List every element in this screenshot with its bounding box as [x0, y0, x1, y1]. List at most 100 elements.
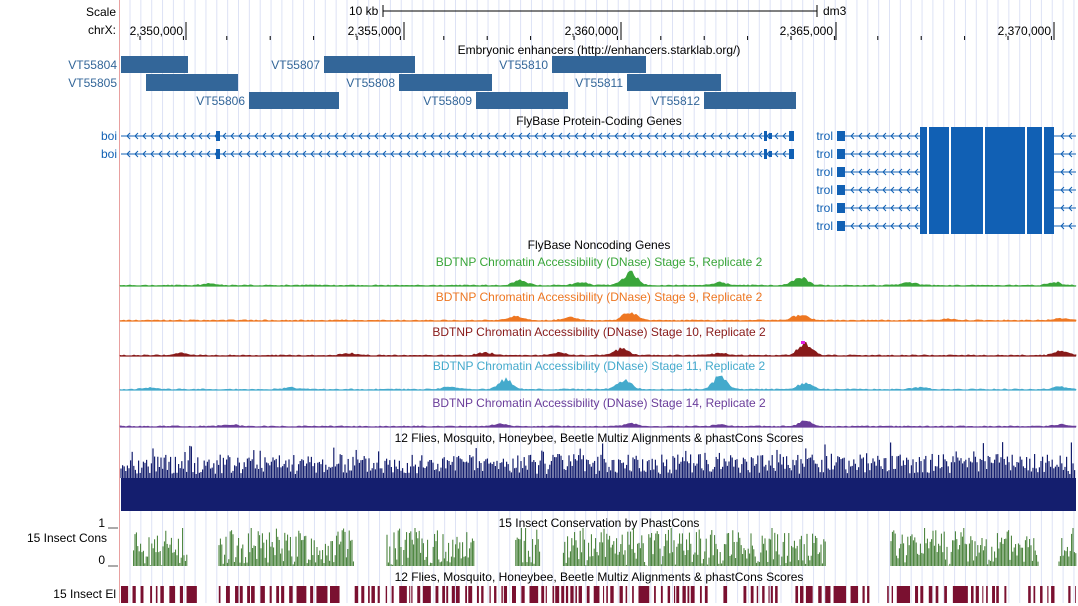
- strand-arrow: [718, 150, 723, 158]
- strand-arrow: [1068, 168, 1073, 176]
- flybase-coding-track[interactable]: FlyBase Protein-Coding Genes boi boi trol t…: [101, 114, 1076, 234]
- strand-arrow: [742, 132, 747, 140]
- strand-arrow: [858, 168, 863, 176]
- conserved-element: [750, 586, 754, 603]
- enhancer-label: VT55804: [68, 58, 117, 72]
- conserved-element: [952, 586, 968, 603]
- strand-arrow: [574, 150, 579, 158]
- conserved-element: [455, 586, 460, 603]
- strand-arrow: [294, 132, 299, 140]
- strand-arrow: [734, 150, 739, 158]
- conserved-element: [1051, 586, 1055, 603]
- conserved-element: [316, 586, 328, 603]
- strand-arrow: [582, 132, 587, 140]
- conserved-element: [435, 586, 439, 603]
- strand-arrow: [398, 150, 403, 158]
- strand-arrow: [158, 132, 163, 140]
- strand-arrow: [678, 150, 683, 158]
- conserved-element: [743, 586, 747, 603]
- track-title: Embryonic enhancers (http://enhancers.st…: [458, 43, 741, 57]
- conserved-element: [368, 586, 370, 603]
- strand-arrow: [558, 150, 563, 158]
- strand-arrow: [334, 132, 339, 140]
- strand-arrow: [890, 204, 895, 212]
- strand-arrow: [566, 150, 571, 158]
- strand-arrow: [478, 132, 483, 140]
- strand-arrow: [758, 150, 763, 158]
- dnase-tracks[interactable]: BDTNP Chromatin Accessibility (DNase) St…: [119, 255, 1077, 428]
- strand-arrow: [1060, 186, 1065, 194]
- conserved-element: [619, 586, 623, 603]
- conserved-element: [920, 586, 924, 603]
- strand-arrow: [366, 132, 371, 140]
- strand-arrow: [358, 132, 363, 140]
- strand-arrow: [638, 132, 643, 140]
- strand-arrow: [454, 150, 459, 158]
- strand-arrow: [858, 186, 863, 194]
- strand-arrow: [898, 204, 903, 212]
- gene-label: trol: [816, 129, 833, 143]
- gene-label: trol: [816, 165, 833, 179]
- strand-arrow: [750, 132, 755, 140]
- conserved-element: [417, 586, 421, 603]
- strand-arrow: [526, 132, 531, 140]
- strand-arrow: [382, 150, 387, 158]
- strand-arrow: [874, 204, 879, 212]
- strand-arrow: [534, 150, 539, 158]
- conserved-element: [354, 586, 359, 603]
- conserved-element: [179, 586, 183, 603]
- conserved-element: [269, 586, 272, 603]
- strand-arrow: [174, 132, 179, 140]
- axis-min-label: 0: [98, 553, 105, 567]
- strand-arrow: [694, 150, 699, 158]
- elements-track[interactable]: 12 Flies, Mosquito, Honeybee, Beetle Mul…: [53, 570, 1076, 603]
- dnase-track: BDTNP Chromatin Accessibility (DNase) St…: [119, 396, 1077, 428]
- multiz-track[interactable]: 12 Flies, Mosquito, Honeybee, Beetle Mul…: [120, 431, 1076, 511]
- enhancer-track[interactable]: Embryonic enhancers (http://enhancers.st…: [68, 43, 796, 109]
- strand-arrow: [310, 132, 315, 140]
- strand-arrow: [850, 150, 855, 158]
- strand-arrow: [1060, 150, 1065, 158]
- strand-arrow: [598, 150, 603, 158]
- conserved-element: [494, 586, 497, 603]
- conserved-element: [867, 586, 870, 603]
- phastcons-track[interactable]: 15 Insect Conservation by PhastCons 15 I…: [27, 516, 1077, 567]
- track-title: BDTNP Chromatin Accessibility (DNase) St…: [432, 396, 766, 410]
- conserved-element: [850, 586, 859, 603]
- strand-arrow: [726, 150, 731, 158]
- conserved-element: [575, 586, 577, 603]
- conserved-element: [218, 586, 221, 603]
- gene-label: trol: [816, 147, 833, 161]
- strand-arrow: [486, 150, 491, 158]
- enhancer-block: [399, 74, 492, 91]
- strand-arrow: [518, 132, 523, 140]
- strand-arrow: [882, 222, 887, 230]
- conserved-element: [476, 586, 479, 603]
- strand-arrow: [914, 204, 919, 212]
- conserved-element: [260, 586, 265, 603]
- strand-arrow: [694, 132, 699, 140]
- strand-arrow: [670, 150, 675, 158]
- strand-arrow: [914, 222, 919, 230]
- conserved-element: [992, 586, 995, 603]
- strand-arrow: [906, 204, 911, 212]
- conserved-element: [391, 586, 394, 603]
- strand-arrow: [898, 168, 903, 176]
- strand-arrow: [606, 132, 611, 140]
- strand-arrow: [882, 186, 887, 194]
- strand-arrow: [502, 150, 507, 158]
- strand-arrow: [630, 132, 635, 140]
- conserved-element: [281, 586, 285, 603]
- conserved-element: [944, 586, 947, 603]
- chrom-label: chrX:: [88, 23, 116, 37]
- exon: [769, 133, 772, 139]
- conserved-element: [654, 586, 656, 603]
- strand-arrow: [454, 132, 459, 140]
- strand-arrow: [166, 132, 171, 140]
- conserved-element: [723, 586, 728, 603]
- strand-arrow: [646, 132, 651, 140]
- strand-arrow: [874, 150, 879, 158]
- enhancer-block: [552, 56, 646, 73]
- strand-arrow: [462, 132, 467, 140]
